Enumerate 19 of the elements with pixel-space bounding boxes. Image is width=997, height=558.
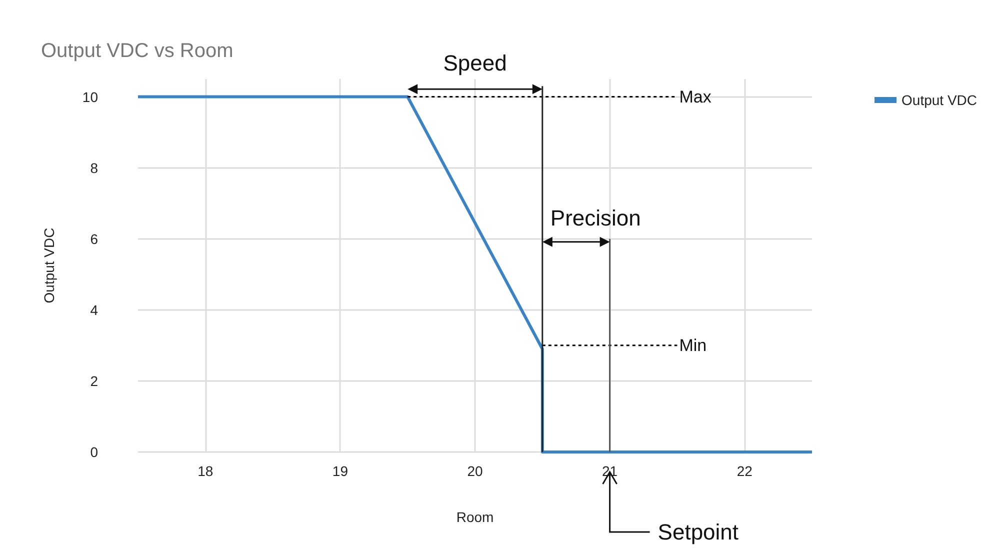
annotation: Min <box>679 336 707 355</box>
x-tick-label: 19 <box>332 463 348 479</box>
annotation: Max <box>679 87 712 106</box>
text: Speed <box>443 50 507 76</box>
text: Setpoint <box>658 520 739 544</box>
annotation: Precision <box>550 205 641 230</box>
y-axis-title: Output VDC <box>41 228 57 304</box>
x-tick-label: 22 <box>736 463 753 479</box>
y-tick-label: 10 <box>82 88 98 105</box>
y-tick-label: 2 <box>90 372 98 389</box>
y-tick-label: 0 <box>90 444 98 460</box>
y-tick-label: 8 <box>90 160 98 176</box>
legend-label: Output VDC <box>902 92 978 108</box>
x-tick-label: 20 <box>467 463 483 479</box>
y-tick-label: 6 <box>90 230 98 247</box>
chart-title: Output VDC vs Room <box>41 40 234 62</box>
x-axis-title: Room <box>456 509 494 525</box>
x-tick-label: 18 <box>198 463 214 479</box>
y-tick-label: 4 <box>90 302 98 318</box>
